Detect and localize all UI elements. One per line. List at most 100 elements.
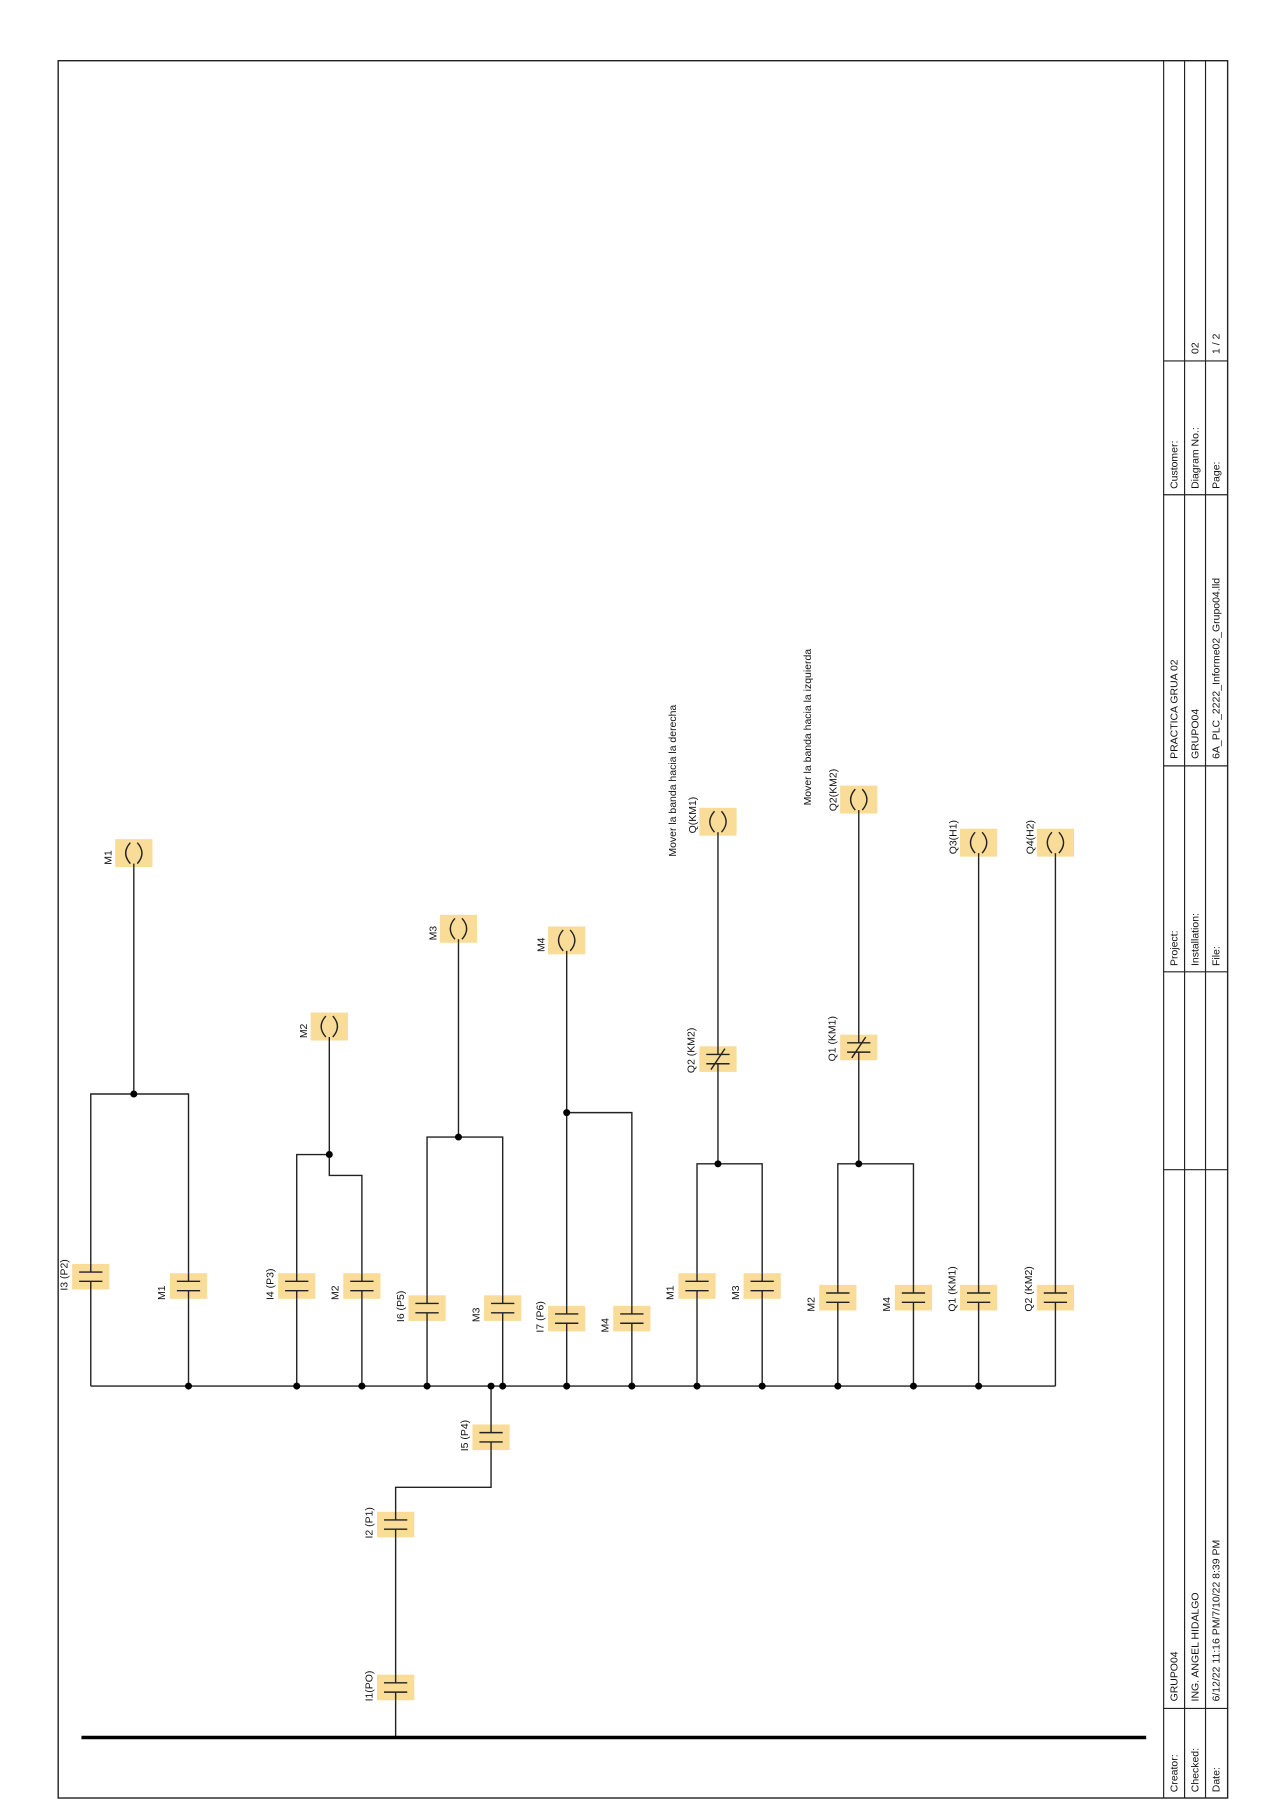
title-block-text: Installation: — [1191, 913, 1202, 966]
no-contact — [1036, 1284, 1075, 1311]
wire — [296, 1153, 363, 1387]
junction — [130, 1090, 138, 1098]
coil-highlight — [699, 807, 737, 836]
contact-label: Q1 (KM1) — [947, 1266, 958, 1311]
title-block-text: 6/12/22 11:16 PM/7/10/22 8:39 PM — [1211, 1540, 1222, 1702]
title-block-text: Diagram No.: — [1191, 427, 1202, 489]
coil-label: M4 — [537, 937, 548, 952]
wire — [90, 1093, 190, 1387]
contact-label: M2 — [331, 1285, 342, 1300]
junction — [563, 1382, 571, 1390]
contact-label: I1(PO) — [364, 1671, 375, 1702]
coil-arc — [969, 831, 976, 854]
junction — [855, 1160, 863, 1168]
coil-highlight — [439, 914, 478, 943]
no-contact — [408, 1295, 446, 1321]
junction — [758, 1382, 766, 1390]
coil — [310, 1012, 348, 1041]
coil-label: M1 — [104, 850, 115, 865]
junction — [975, 1382, 983, 1390]
coil-arc — [1046, 831, 1053, 854]
coil — [548, 926, 586, 955]
no-contact — [743, 1273, 781, 1299]
annotation: Mover la banda hacia la izquierda — [803, 649, 814, 806]
no-contact — [472, 1424, 510, 1451]
junction — [714, 1160, 722, 1168]
coil — [115, 839, 153, 868]
coil-label: Q4(H2) — [1025, 820, 1036, 854]
title-block-text: PRACTICA GRUA 02 — [1170, 659, 1181, 759]
coil-arc — [557, 929, 564, 952]
coil-arc — [981, 831, 988, 854]
no-contact — [548, 1305, 586, 1332]
contact-label: Q2 (KM2) — [687, 1028, 698, 1073]
coil-arc — [861, 788, 868, 811]
title-block-text: Creator: — [1170, 1754, 1181, 1792]
title-block-text: Project: — [1170, 931, 1181, 967]
contact-label: I6 (P5) — [396, 1291, 407, 1322]
coil-arc — [1058, 831, 1065, 854]
no-contact — [613, 1305, 651, 1332]
coil-highlight — [960, 828, 998, 857]
coil — [960, 828, 998, 857]
no-contact — [72, 1263, 110, 1290]
no-contact — [484, 1295, 522, 1321]
coil — [1036, 828, 1075, 857]
frame — [57, 60, 1229, 1799]
coil-highlight — [1036, 828, 1075, 857]
coil-label: Q(KM1) — [688, 797, 699, 834]
contact-label: I2 (P1) — [364, 1507, 375, 1538]
wire — [837, 1163, 915, 1387]
title-block-text: Customer: — [1170, 441, 1181, 489]
coil-arc — [320, 1015, 327, 1038]
coil-label: M3 — [428, 926, 439, 941]
contact-label: M4 — [882, 1297, 893, 1312]
title-block-text: File: — [1211, 946, 1222, 966]
junction — [423, 1382, 431, 1390]
coil-arc — [709, 810, 716, 833]
coil — [699, 807, 737, 836]
no-contact — [960, 1284, 998, 1311]
annotation: Mover la banda hacia la derecha — [668, 705, 679, 857]
junction — [185, 1382, 192, 1390]
junction — [293, 1382, 301, 1390]
contact-slash — [851, 1036, 867, 1059]
junction — [563, 1109, 571, 1117]
contact-label: M2 — [807, 1297, 818, 1312]
contact-label: I5 (P4) — [460, 1420, 471, 1451]
coil-arc — [849, 788, 856, 811]
title-block — [1163, 60, 1228, 1799]
coil-label: Q3(H1) — [949, 820, 960, 854]
junction — [693, 1382, 701, 1390]
coil-arc — [720, 810, 727, 833]
title-block-text: 1 / 2 — [1211, 333, 1222, 354]
contact-label: I3 (P2) — [59, 1259, 70, 1290]
title-block-text: Page: — [1211, 462, 1222, 489]
title-block-text: GRUPO04 — [1170, 1651, 1181, 1701]
coil-arc — [449, 917, 456, 940]
title-block-text: 6A_PLC_2222_Informe02_Grupo04.lld — [1211, 578, 1222, 759]
coil-arc — [124, 842, 131, 865]
junction — [454, 1133, 462, 1141]
no-contact — [894, 1284, 933, 1311]
coil — [840, 785, 878, 814]
contact-label: Q2 (KM2) — [1024, 1266, 1035, 1311]
coil-arc — [461, 917, 468, 940]
coil-label: M2 — [299, 1023, 310, 1038]
no-contact — [678, 1273, 716, 1299]
contact-label: I7 (P6) — [535, 1301, 546, 1332]
title-block-text: GRUPO04 — [1191, 709, 1202, 759]
title-block-text: ING. ANGEL HIDALGO — [1191, 1592, 1202, 1701]
coil-arc — [332, 1015, 339, 1038]
nc-contact — [840, 1034, 878, 1061]
no-contact — [377, 1674, 415, 1701]
no-contact — [169, 1273, 208, 1299]
junction — [628, 1382, 636, 1390]
coil — [439, 914, 478, 943]
coil-highlight — [310, 1012, 348, 1041]
coil-label: Q2(KM2) — [829, 769, 840, 811]
no-contact — [819, 1284, 857, 1311]
no-contact — [278, 1273, 316, 1299]
